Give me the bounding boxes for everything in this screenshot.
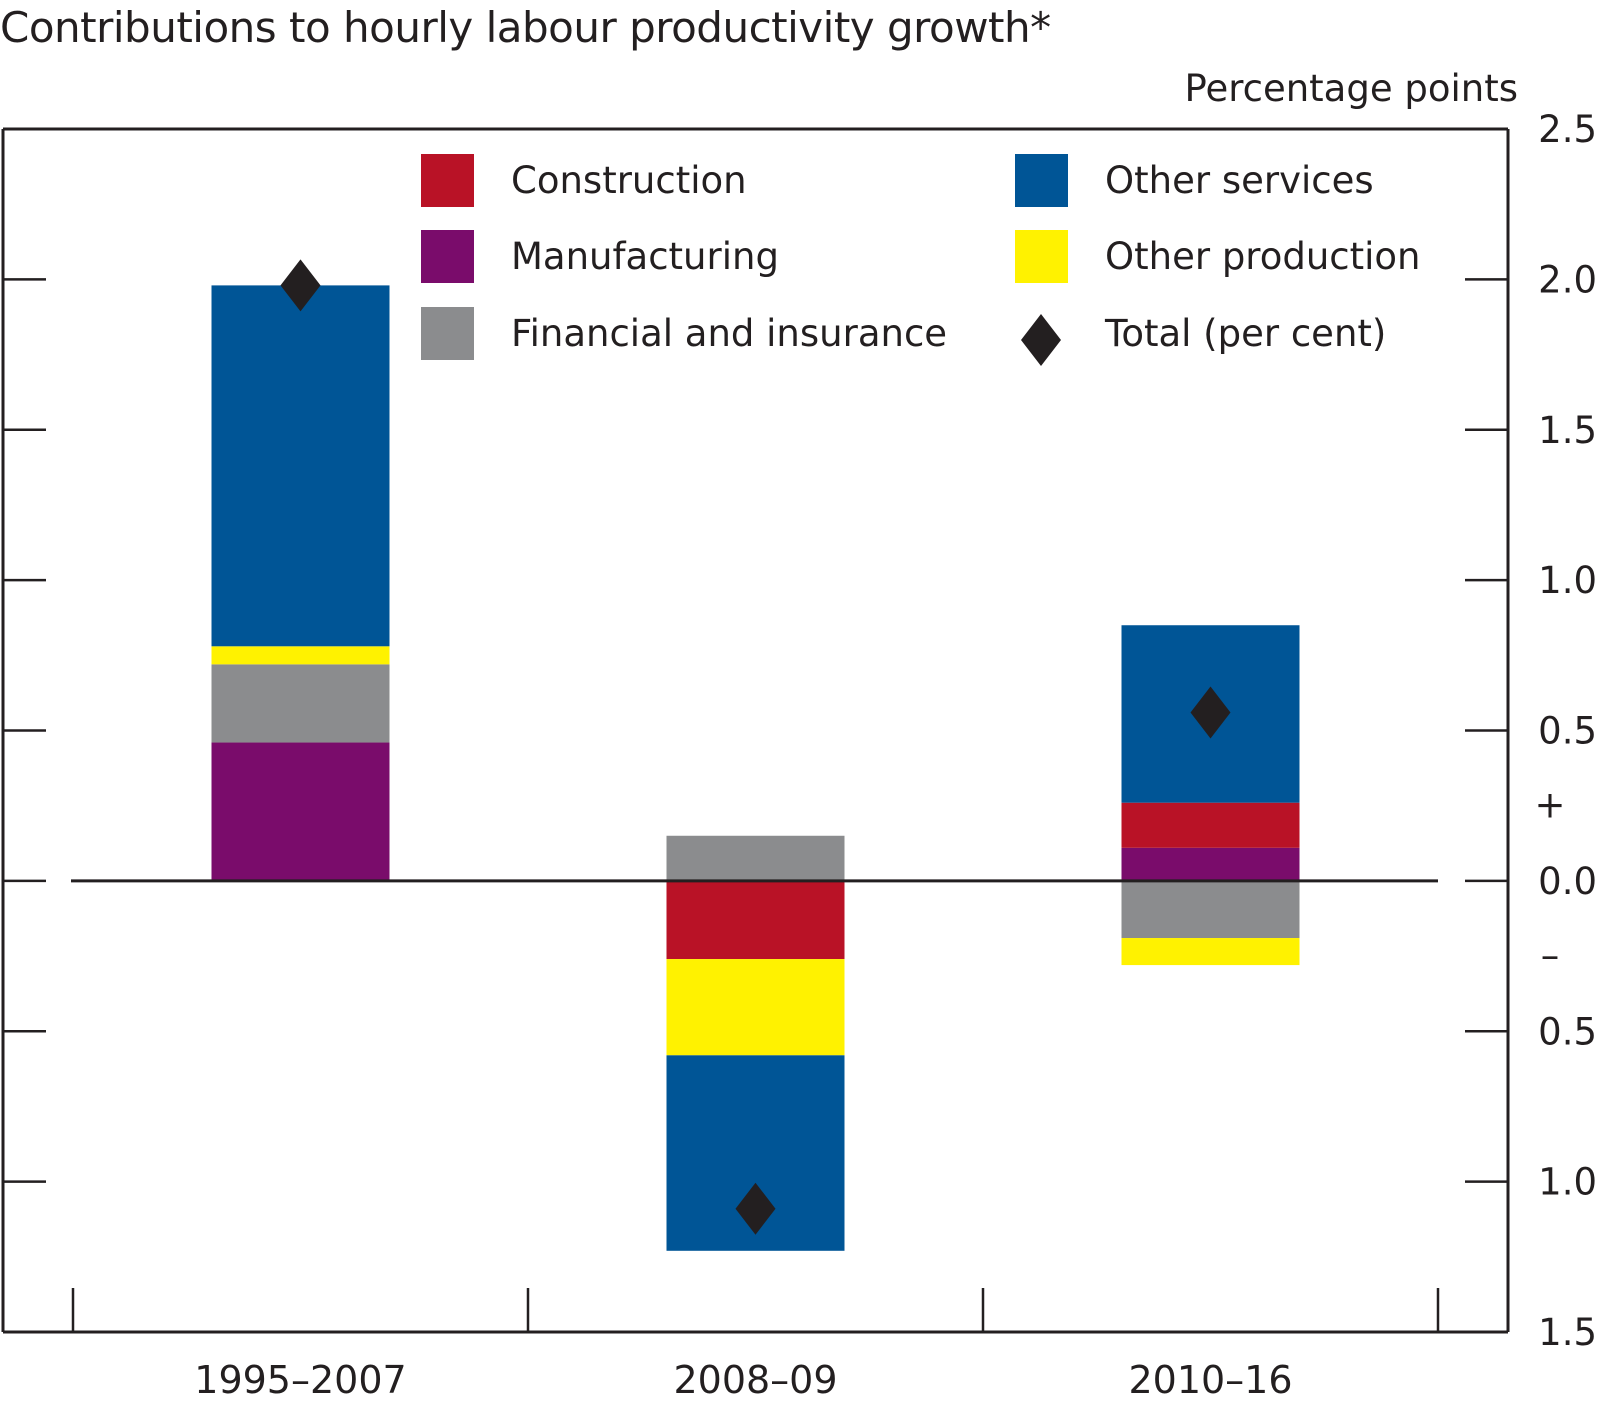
y-tick-label: 1.5 <box>1538 409 1597 452</box>
bar-segment-financial-and-insurance-2 <box>666 835 845 881</box>
legend-item: Construction <box>421 154 747 207</box>
legend-item: Financial and insurance <box>421 307 947 360</box>
total-marker-2 <box>735 1182 776 1235</box>
legend-label: Construction <box>511 159 747 202</box>
legend-swatch <box>1015 154 1068 207</box>
legend-diamond-icon <box>1021 314 1061 366</box>
x-tick-label: 2008–09 <box>673 1358 837 1402</box>
total-marker-1 <box>280 259 321 312</box>
legend-item: Total (per cent) <box>1021 312 1386 366</box>
bar-segment-other-production-3 <box>1121 938 1300 966</box>
legend-label: Other production <box>1105 235 1421 278</box>
legend-label: Total (per cent) <box>1104 312 1386 355</box>
y-axis: 2.5 2.0 1.5 1.0 0.5 0.0 0.5 1.0 1.5 + – <box>3 108 1597 1354</box>
x-tick-label: 1995–2007 <box>194 1358 406 1402</box>
legend-swatch <box>421 307 474 360</box>
y-tick-label: 1.0 <box>1538 1161 1597 1204</box>
bars <box>211 285 1300 1251</box>
y-tick-label: 0.5 <box>1538 1010 1597 1053</box>
legend-item: Manufacturing <box>421 230 779 283</box>
total-markers <box>280 259 1231 1235</box>
bar-segment-other-production-1 <box>211 646 390 665</box>
y-tick-label: 1.5 <box>1538 1311 1597 1354</box>
y-tick-label: 2.0 <box>1538 258 1597 301</box>
y-tick-label: 1.0 <box>1538 559 1597 602</box>
bar-segment-manufacturing-1 <box>211 742 390 881</box>
bar-segment-financial-and-insurance-3 <box>1121 880 1300 939</box>
negative-sign-label: – <box>1541 934 1560 977</box>
bar-segment-other-services-1 <box>211 285 390 647</box>
y-tick-label: 0.5 <box>1538 710 1597 753</box>
legend-label: Financial and insurance <box>511 312 947 355</box>
y-tick-label: 0.0 <box>1538 860 1597 903</box>
legend-label: Manufacturing <box>511 235 779 278</box>
legend-item: Other services <box>1015 154 1374 207</box>
bar-segment-financial-and-insurance-1 <box>211 664 390 743</box>
bar-segment-manufacturing-3 <box>1121 847 1300 881</box>
positive-sign-label: + <box>1534 784 1565 827</box>
y-axis-unit-label: Percentage points <box>1184 67 1518 110</box>
y-tick-label: 2.5 <box>1538 108 1597 151</box>
bar-segment-construction-3 <box>1121 802 1300 848</box>
chart-title: Contributions to hourly labour productiv… <box>0 3 1051 52</box>
x-axis: 1995–2007 2008–09 2010–16 <box>71 1288 1440 1402</box>
legend-swatch <box>1015 230 1068 283</box>
legend-label: Other services <box>1105 159 1374 202</box>
x-tick-label: 2010–16 <box>1128 1358 1292 1402</box>
legend-swatch <box>421 230 474 283</box>
total-marker-3 <box>1190 686 1231 739</box>
legend-item: Other production <box>1015 230 1421 283</box>
legend-swatch <box>421 154 474 207</box>
bar-segment-other-production-2 <box>666 959 845 1056</box>
bar-segment-construction-2 <box>666 880 845 960</box>
legend: Construction Manufacturing Financial and i… <box>421 154 1421 366</box>
